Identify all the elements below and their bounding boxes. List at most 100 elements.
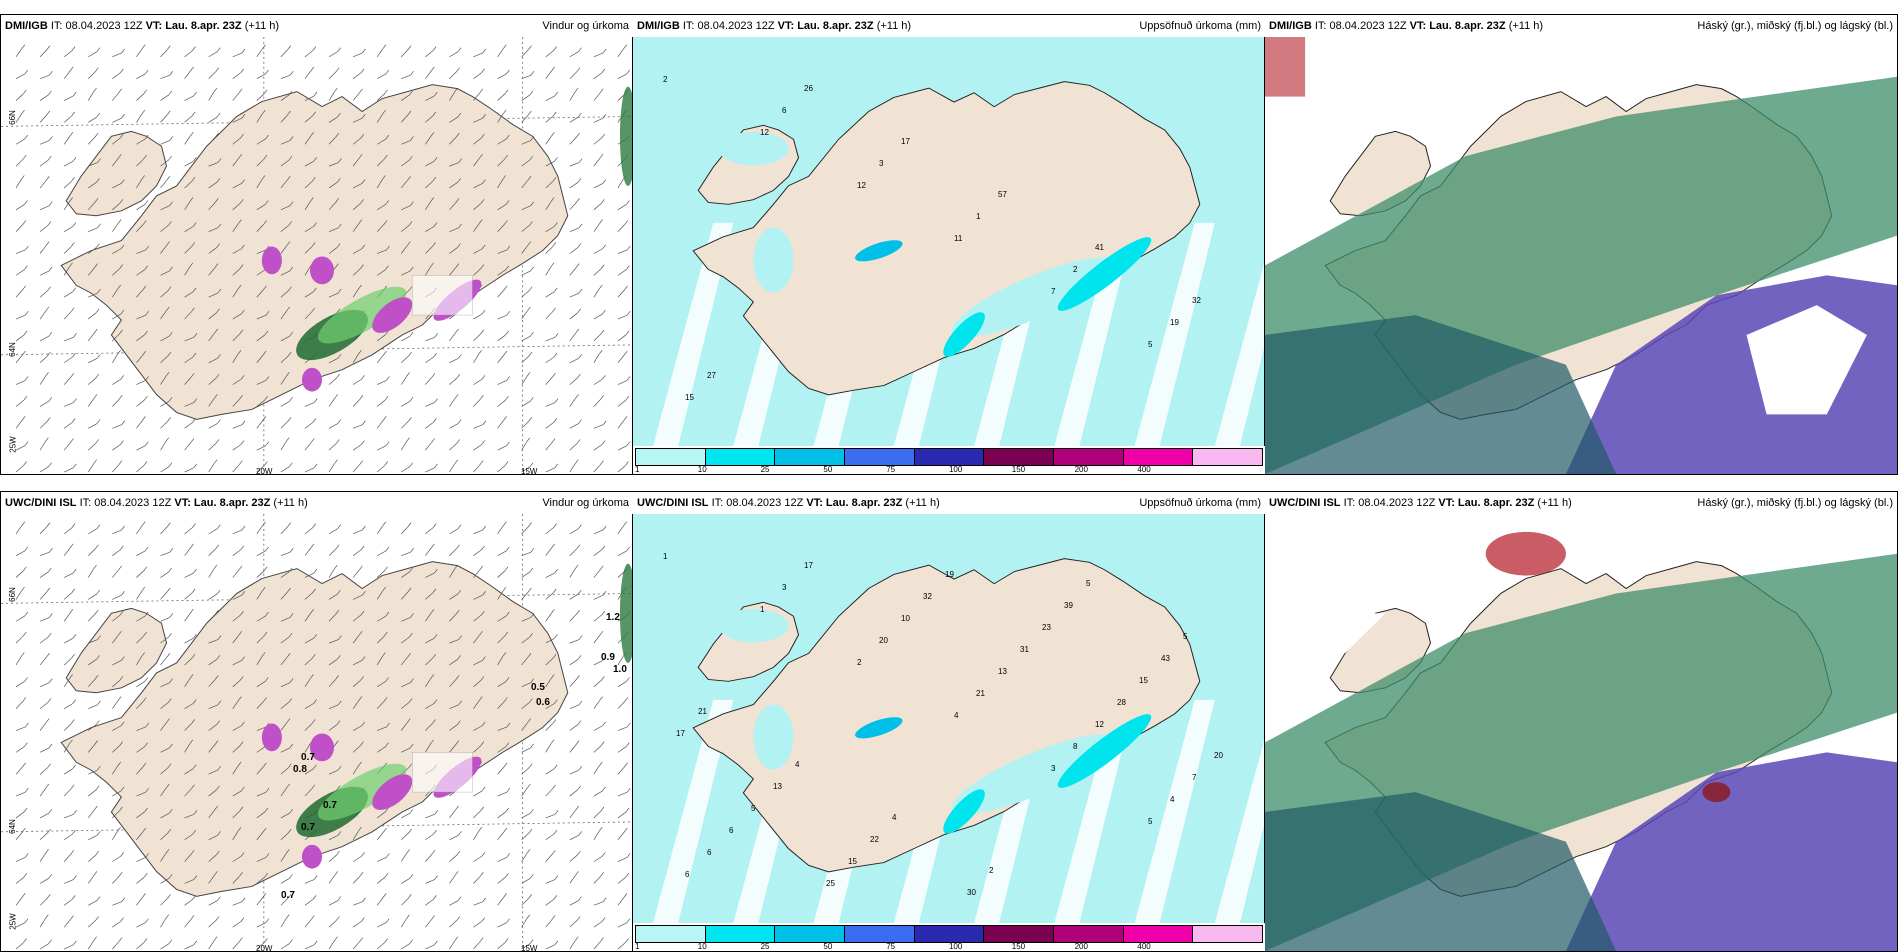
map-area xyxy=(1265,514,1897,951)
wind-value: 0.7 xyxy=(323,800,337,811)
precip-value: 15 xyxy=(848,857,857,866)
init-time: IT: 08.04.2023 12Z xyxy=(1314,20,1407,32)
precip-value: 20 xyxy=(879,636,888,645)
colorbar-swatch xyxy=(1193,926,1263,942)
panel-header: UWC/DINI ISL IT: 08.04.2023 12Z VT: Lau.… xyxy=(1,492,633,514)
colorbar-tick: 150 xyxy=(1011,942,1026,951)
colorbar-swatch xyxy=(705,449,776,465)
axis-label-lat64: 64N xyxy=(7,342,17,357)
colorbar-swatch xyxy=(636,449,706,465)
precip-value: 11 xyxy=(954,234,963,243)
map-panel-cloud-top: DMI/IGB IT: 08.04.2023 12Z VT: Lau. 8.ap… xyxy=(1264,14,1898,475)
colorbar-swatch xyxy=(1193,449,1263,465)
map-panel-cloud-bottom: UWC/DINI ISL IT: 08.04.2023 12Z VT: Lau.… xyxy=(1264,491,1898,952)
axis-label-lon15: 15W xyxy=(521,944,538,952)
map-panel-precip-top: DMI/IGB IT: 08.04.2023 12Z VT: Lau. 8.ap… xyxy=(632,14,1266,475)
colorbar-tick: 400 xyxy=(1137,942,1151,951)
axis-label-lat66: 66N xyxy=(7,110,17,125)
panel-title: Háský (gr.), miðský (fj.bl.) og lágský (… xyxy=(1697,497,1893,509)
valid-time: VT: Lau. 8.apr. 23Z xyxy=(145,20,242,32)
colorbar-tick: 50 xyxy=(823,942,833,951)
source-label: UWC/DINI ISL xyxy=(1269,497,1341,509)
precip-value: 3 xyxy=(782,583,787,592)
colorbar-tick: 10 xyxy=(697,465,707,474)
precip-value: 32 xyxy=(1192,296,1201,305)
panel-header: DMI/IGB IT: 08.04.2023 12Z VT: Lau. 8.ap… xyxy=(633,15,1265,37)
precip-value: 23 xyxy=(1042,623,1051,632)
source-label: UWC/DINI ISL xyxy=(5,497,77,509)
source-label: DMI/IGB xyxy=(1269,20,1312,32)
axis-label-lon20: 20W xyxy=(256,944,273,952)
colorbar: 1 10 25 50 75 100 150 200 400 xyxy=(633,446,1265,474)
panel-header: DMI/IGB IT: 08.04.2023 12Z VT: Lau. 8.ap… xyxy=(1,15,633,37)
precip-value: 43 xyxy=(1161,654,1170,663)
source-label: DMI/IGB xyxy=(637,20,680,32)
precip-value: 2 xyxy=(1073,265,1078,274)
precip-value: 7 xyxy=(1051,287,1056,296)
axis-label-lat64: 64N xyxy=(7,819,17,834)
precip-value: 21 xyxy=(976,689,985,698)
wind-value: 0.7 xyxy=(301,752,315,763)
precip-value: 3 xyxy=(879,159,884,168)
map-area xyxy=(633,514,1265,923)
precip-value: 13 xyxy=(998,667,1007,676)
precip-value: 26 xyxy=(804,84,813,93)
wind-value: 0.8 xyxy=(293,764,307,775)
panel-title: Vindur og úrkoma xyxy=(542,497,629,509)
colorbar-tick: 75 xyxy=(886,942,896,951)
map-area xyxy=(633,37,1265,446)
valid-time: VT: Lau. 8.apr. 23Z xyxy=(806,497,903,509)
colorbar-tick: 200 xyxy=(1074,942,1088,951)
precip-value: 4 xyxy=(795,760,800,769)
colorbar-swatch xyxy=(845,449,915,465)
lead-time: (+11 h) xyxy=(1508,20,1544,32)
wind-value: 0.6 xyxy=(536,697,550,708)
colorbar-swatch xyxy=(1123,449,1194,465)
colorbar-tick: 1 xyxy=(635,465,640,474)
precip-value: 25 xyxy=(826,879,835,888)
colorbar-ticks: 1 10 25 50 75 100 150 200 400 xyxy=(635,465,1263,474)
valid-time: VT: Lau. 8.apr. 23Z xyxy=(174,497,271,509)
colorbar-tick: 400 xyxy=(1137,465,1151,474)
precip-value: 2 xyxy=(989,866,994,875)
init-time: IT: 08.04.2023 12Z xyxy=(711,497,804,509)
colorbar-swatch xyxy=(914,449,985,465)
precip-value: 4 xyxy=(954,711,959,720)
precip-value: 5 xyxy=(1148,340,1153,349)
axis-label-lon15: 15W xyxy=(521,467,538,475)
colorbar-swatch xyxy=(775,926,846,942)
colorbar-swatch xyxy=(845,926,915,942)
axis-label-lat65w: 25W xyxy=(8,436,18,453)
colorbar-swatches xyxy=(635,448,1263,466)
colorbar-swatch xyxy=(1054,926,1124,942)
precip-value: 8 xyxy=(1073,742,1078,751)
precip-value: 27 xyxy=(707,371,716,380)
wind-value: 0.7 xyxy=(281,890,295,901)
map-area xyxy=(1,37,633,474)
colorbar-tick: 100 xyxy=(948,465,963,474)
valid-time: VT: Lau. 8.apr. 23Z xyxy=(777,20,874,32)
precip-value: 28 xyxy=(1117,698,1126,707)
precip-value: 15 xyxy=(685,393,694,402)
colorbar-swatch xyxy=(636,926,706,942)
lead-time: (+11 h) xyxy=(244,20,280,32)
panel-title: Vindur og úrkoma xyxy=(542,20,629,32)
wind-value: 0.7 xyxy=(301,822,315,833)
init-time: IT: 08.04.2023 12Z xyxy=(50,20,143,32)
precip-value: 41 xyxy=(1095,243,1104,252)
colorbar-tick: 25 xyxy=(760,465,770,474)
colorbar-tick: 200 xyxy=(1074,465,1088,474)
precip-value: 3 xyxy=(1051,764,1056,773)
axis-label-lon20: 20W xyxy=(256,467,273,475)
colorbar: 1 10 25 50 75 100 150 200 400 xyxy=(633,923,1265,951)
colorbar-swatches xyxy=(635,925,1263,943)
source-label: DMI/IGB xyxy=(5,20,48,32)
precip-value: 13 xyxy=(773,782,782,791)
precip-value: 2 xyxy=(857,658,862,667)
precip-value: 20 xyxy=(1214,751,1223,760)
precip-value: 19 xyxy=(1170,318,1179,327)
precip-value: 4 xyxy=(892,813,897,822)
precip-value: 12 xyxy=(857,181,866,190)
precip-value: 5 xyxy=(1086,579,1091,588)
precip-value: 57 xyxy=(998,190,1007,199)
